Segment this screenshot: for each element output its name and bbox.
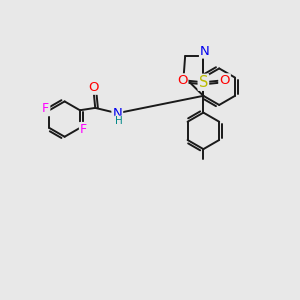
Text: F: F (42, 102, 49, 115)
Text: O: O (219, 74, 230, 87)
Text: N: N (200, 45, 210, 58)
Text: O: O (177, 74, 188, 87)
Text: O: O (88, 81, 99, 94)
Text: H: H (115, 116, 123, 126)
Text: S: S (199, 75, 208, 90)
Text: N: N (112, 107, 122, 120)
Text: F: F (80, 123, 87, 136)
